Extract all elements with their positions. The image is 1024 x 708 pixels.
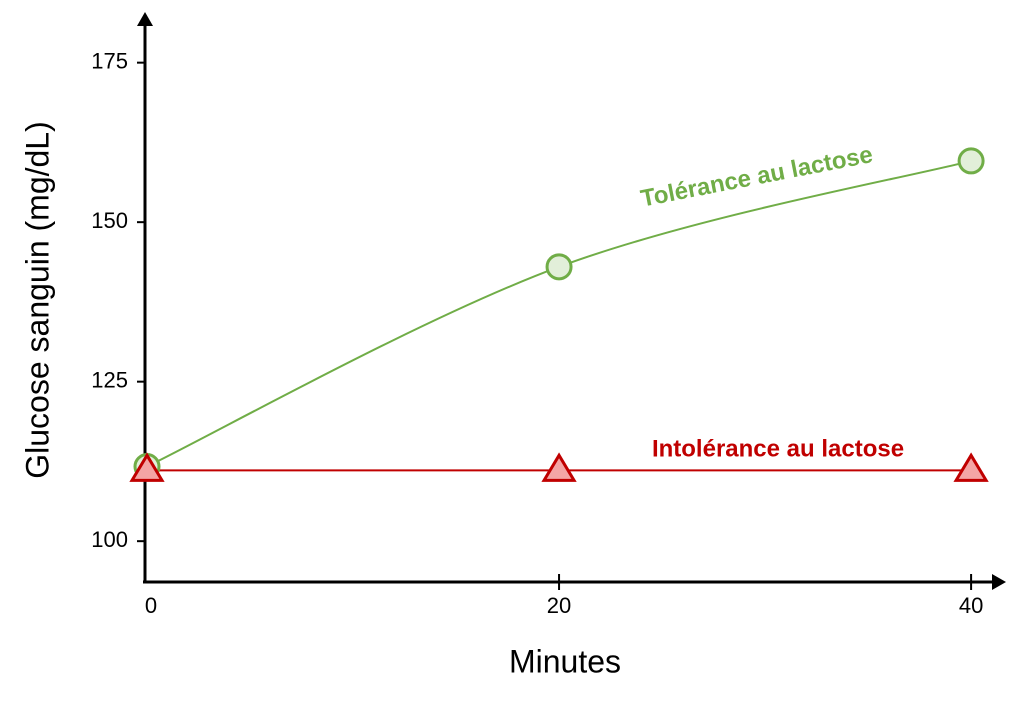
x-axis-arrow — [992, 574, 1006, 590]
x-axis-label: Minutes — [509, 643, 621, 679]
point — [957, 147, 985, 175]
x-tick-label: 20 — [547, 593, 571, 618]
y-tick-label: 125 — [91, 367, 128, 392]
series-label: Intolérance au lactose — [652, 435, 904, 462]
series-line — [146, 159, 972, 468]
point — [541, 452, 577, 482]
y-axis-arrow — [137, 12, 153, 26]
y-tick-label: 100 — [91, 527, 128, 552]
point — [545, 253, 573, 281]
y-axis-label: Glucose sanguin (mg/dL) — [19, 121, 55, 479]
y-tick-label: 175 — [91, 48, 128, 73]
point — [953, 452, 989, 482]
series-label: Tolérance au lactose — [639, 141, 875, 212]
y-tick-label: 150 — [91, 208, 128, 233]
x-tick-label: 0 — [145, 593, 157, 618]
x-tick-label: 40 — [959, 593, 983, 618]
point — [129, 452, 165, 482]
